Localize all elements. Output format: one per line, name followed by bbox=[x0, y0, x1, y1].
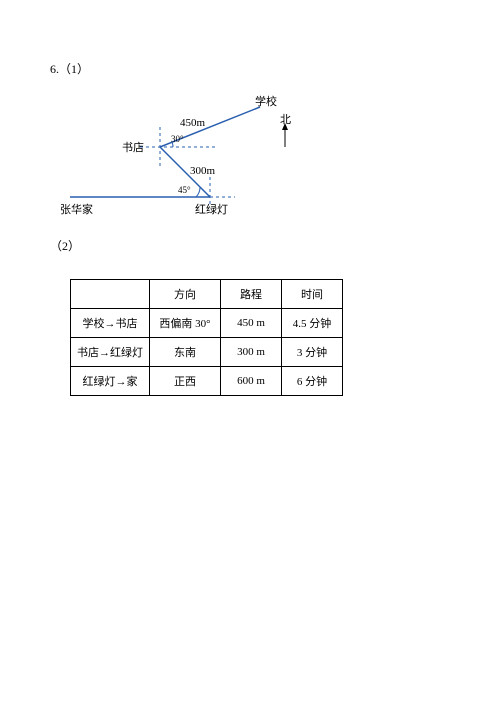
cell-route: 红绿灯→家 bbox=[71, 367, 150, 396]
sub-question-2: （2） bbox=[50, 237, 450, 254]
label-dist1: 450m bbox=[180, 117, 205, 129]
cell-direction: 西偏南 30° bbox=[150, 309, 221, 338]
label-school: 学校 bbox=[255, 93, 277, 109]
diagram-svg bbox=[60, 87, 320, 217]
question-number: 6.（1） bbox=[50, 60, 450, 77]
arc-45 bbox=[196, 187, 200, 197]
cell-route: 书店→红绿灯 bbox=[71, 338, 150, 367]
label-north: 北 bbox=[280, 111, 291, 127]
cell-route: 学校→书店 bbox=[71, 309, 150, 338]
cell-direction: 东南 bbox=[150, 338, 221, 367]
route-diagram: 学校 书店 张华家 红绿灯 450m 300m 30° 45° 北 bbox=[60, 87, 320, 217]
cell-time: 3 分钟 bbox=[282, 338, 343, 367]
table-row: 方向 路程 时间 bbox=[71, 280, 343, 309]
cell-time: 6 分钟 bbox=[282, 367, 343, 396]
label-dist2: 300m bbox=[190, 165, 215, 177]
cell-distance: 450 m bbox=[221, 309, 282, 338]
label-home: 张华家 bbox=[60, 201, 93, 217]
cell-direction: 正西 bbox=[150, 367, 221, 396]
th-time: 时间 bbox=[282, 280, 343, 309]
label-angle1: 30° bbox=[171, 134, 184, 144]
label-light: 红绿灯 bbox=[195, 201, 228, 217]
cell-time: 4.5 分钟 bbox=[282, 309, 343, 338]
th-direction: 方向 bbox=[150, 280, 221, 309]
table-row: 红绿灯→家 正西 600 m 6 分钟 bbox=[71, 367, 343, 396]
cell-distance: 300 m bbox=[221, 338, 282, 367]
label-angle2: 45° bbox=[178, 185, 191, 195]
table-row: 学校→书店 西偏南 30° 450 m 4.5 分钟 bbox=[71, 309, 343, 338]
cell-distance: 600 m bbox=[221, 367, 282, 396]
route-table: 方向 路程 时间 学校→书店 西偏南 30° 450 m 4.5 分钟 书店→红… bbox=[70, 279, 343, 396]
th-distance: 路程 bbox=[221, 280, 282, 309]
table-row: 书店→红绿灯 东南 300 m 3 分钟 bbox=[71, 338, 343, 367]
label-bookstore: 书店 bbox=[122, 139, 144, 155]
th-route bbox=[71, 280, 150, 309]
